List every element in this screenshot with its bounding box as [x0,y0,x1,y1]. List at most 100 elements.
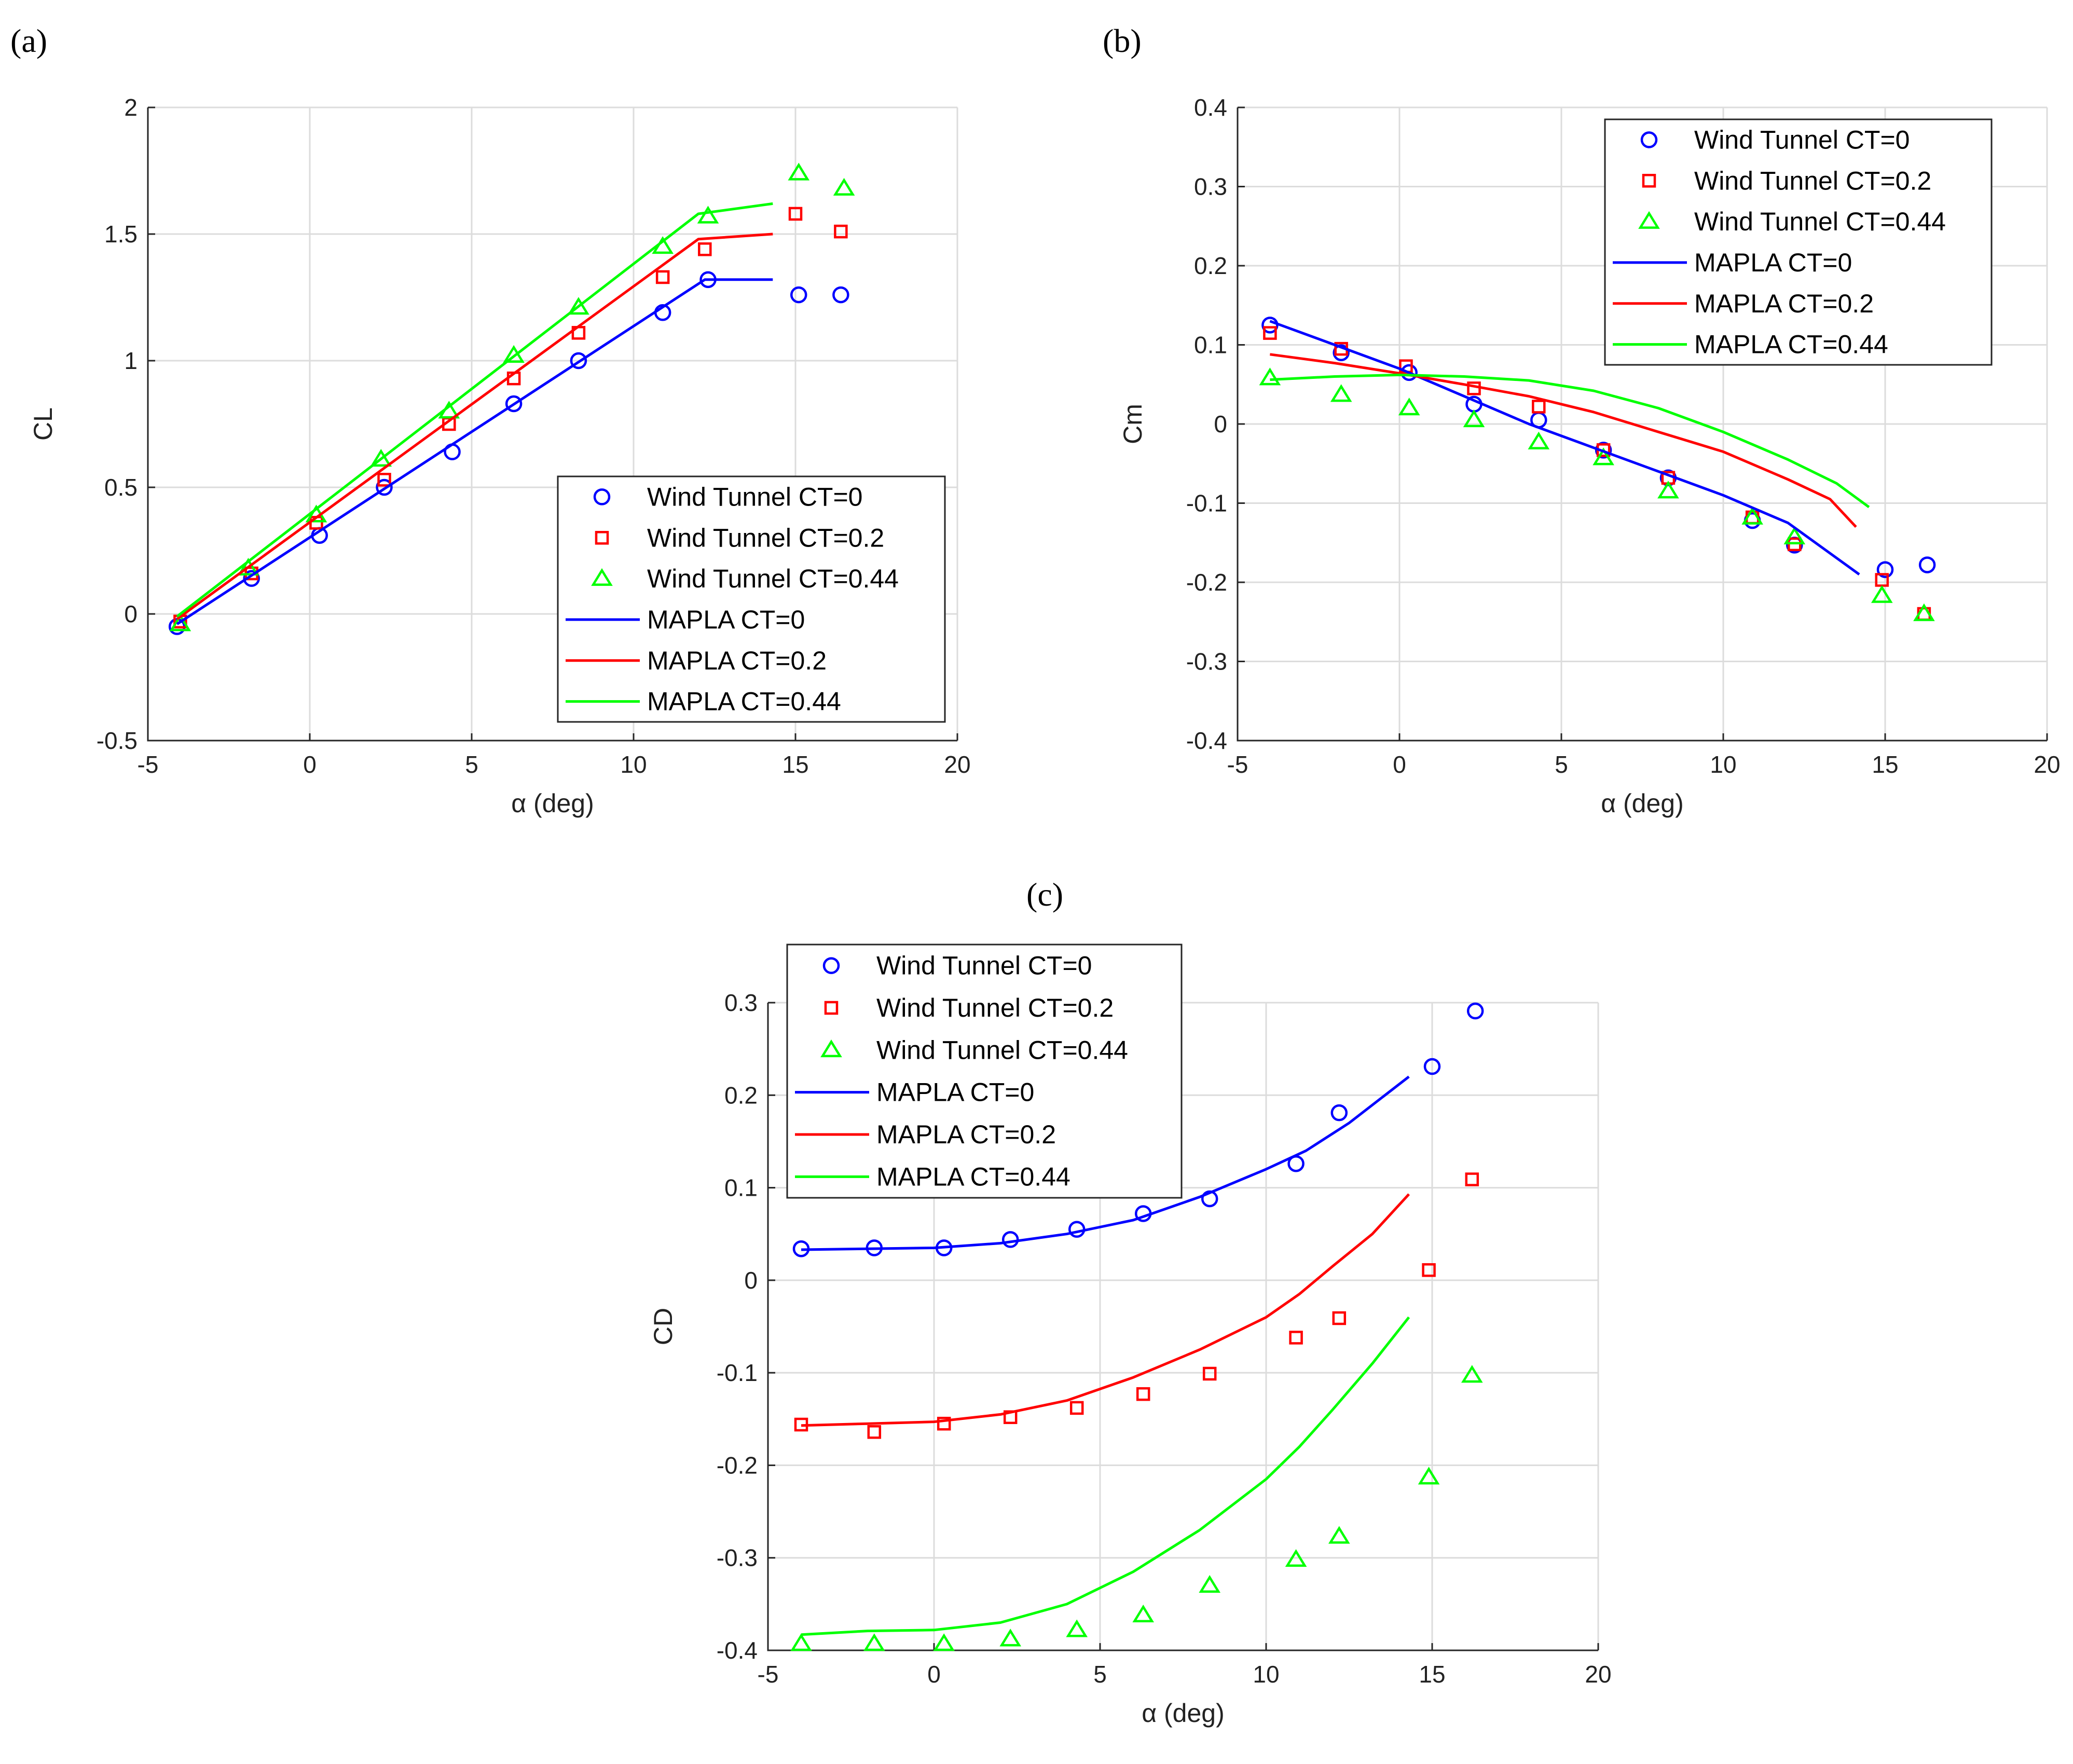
marker-a-1-7 [655,270,670,284]
y-tick-label-b-8: 0.4 [1194,94,1227,121]
marker-c-1-5 [1136,1387,1150,1401]
marker-b-2-9 [1871,585,1893,603]
panel-label-a: (a) [10,22,47,59]
y-axis-label-b: Cm [1118,404,1147,444]
marker-a-1-10 [834,224,848,239]
marker-a-0-3 [376,478,393,496]
legend-label-b-1: Wind Tunnel CT=0.2 [1694,166,1931,195]
marker-a-1-8 [698,242,712,256]
legend-marker-a-2 [591,568,613,586]
marker-a-2-9 [788,162,810,181]
y-tick-label-b-7: 0.3 [1194,173,1227,200]
marker-c-2-10 [1461,1365,1483,1383]
marker-c-1-6 [1202,1366,1217,1381]
y-tick-label-a-3: 1 [124,347,138,374]
marker-a-1-9 [788,207,803,221]
marker-b-0-10 [1918,556,1936,573]
legend-label-a-1: Wind Tunnel CT=0.2 [647,523,884,552]
legend-box-b [1604,118,1993,366]
marker-c-1-7 [1289,1331,1303,1345]
legend-label-c-4: MAPLA CT=0.2 [876,1120,1056,1149]
marker-c-1-4 [1069,1401,1084,1415]
marker-c-1-1 [867,1425,882,1439]
series-c-3 [801,1075,1410,1251]
y-tick-label-c-7: 0.3 [724,989,758,1016]
series-c-2 [790,1365,1483,1651]
chart-panel-b: (b) -5 0 5 10 15 20 -0.4 -0.3 -0.2 -0.1 0 0.1 0.2 0.3 0… [1103,22,2061,818]
legend-label-a-5: MAPLA CT=0.44 [647,687,841,716]
x-tick-label-c-4: 15 [1419,1661,1445,1688]
panel-label-b: (b) [1103,22,1142,59]
marker-c-2-6 [1199,1575,1221,1593]
marker-b-2-0 [1259,367,1281,386]
marker-c-0-8 [1330,1104,1348,1122]
x-tick-label-b-2: 5 [1555,751,1568,778]
y-tick-label-c-6: 0.2 [724,1082,758,1109]
legend-box-c [786,943,1183,1199]
x-tick-label-a-5: 20 [944,751,970,778]
y-tick-label-a-4: 1.5 [104,221,138,248]
x-tick-label-a-0: -5 [138,751,159,778]
x-tick-label-a-2: 5 [465,751,478,778]
legend-label-a-2: Wind Tunnel CT=0.44 [647,564,899,593]
legend-label-c-1: Wind Tunnel CT=0.2 [876,993,1114,1022]
line-a-3 [176,278,773,625]
legend-marker-b-0 [1640,131,1658,148]
y-tick-label-a-0: -0.5 [97,727,138,754]
y-axis-label-c: CD [649,1308,678,1345]
y-tick-label-a-1: 0 [124,600,138,627]
x-tick-label-a-3: 10 [620,751,647,778]
marker-b-2-7 [1741,507,1763,525]
series-a-4 [176,233,773,620]
y-tick-label-b-0: -0.4 [1186,727,1227,754]
line-c-5 [801,1316,1410,1636]
marker-c-2-3 [999,1629,1022,1647]
marker-c-2-1 [863,1633,885,1651]
y-tick-label-c-4: 0 [744,1267,758,1294]
chart-panel-a: (a) -5 0 5 10 15 20 -0.5 0 0.5 1 1.5 2 α (deg) CL Wind … [10,22,971,818]
legend-label-c-3: MAPLA CT=0 [876,1078,1034,1107]
marker-c-1-2 [937,1416,951,1431]
marker-a-2-3 [370,449,392,467]
x-axis-label-c: α (deg) [1142,1699,1225,1728]
marker-a-0-9 [790,286,807,304]
y-tick-label-a-2: 0.5 [104,474,138,501]
marker-a-0-1 [243,570,260,587]
marker-b-2-10 [1913,603,1935,621]
marker-b-1-4 [1532,400,1546,414]
series-c-5 [801,1316,1410,1636]
x-tick-label-c-2: 5 [1093,1661,1107,1688]
x-tick-label-c-3: 10 [1253,1661,1279,1688]
series-b-3 [1269,320,1860,576]
y-tick-label-a-5: 2 [124,94,138,121]
legend-label-c-5: MAPLA CT=0.44 [876,1162,1070,1191]
line-b-5 [1270,373,1870,509]
marker-c-1-8 [1332,1311,1347,1325]
line-c-4 [801,1193,1410,1427]
marker-b-2-2 [1398,398,1420,416]
marker-c-0-9 [1423,1058,1441,1075]
legend-label-c-2: Wind Tunnel CT=0.44 [876,1035,1128,1064]
y-tick-label-c-1: -0.3 [717,1544,758,1571]
marker-c-2-9 [1418,1467,1440,1485]
x-tick-label-c-0: -5 [758,1661,779,1688]
marker-c-2-2 [933,1633,955,1651]
legend-c: Wind Tunnel CT=0 Wind Tunnel CT=0.2 Wind T… [786,943,1183,1199]
marker-c-1-9 [1422,1263,1436,1277]
y-tick-label-c-5: 0.1 [724,1174,758,1201]
marker-c-1-10 [1465,1172,1479,1186]
chart-panel-c: (c) -5 0 5 10 15 20 -0.4 -0.3 -0.2 -0.1 0 0.1 0.2 0.3 α… [649,876,1612,1728]
series-b-2 [1259,367,1935,621]
y-tick-label-c-3: -0.1 [717,1359,758,1386]
y-tick-label-c-2: -0.2 [717,1452,758,1479]
legend-marker-c-2 [820,1040,842,1058]
y-tick-label-b-2: -0.2 [1186,569,1227,596]
marker-b-1-0 [1263,326,1277,340]
marker-c-2-0 [790,1633,812,1651]
series-b-4 [1270,353,1857,528]
marker-c-2-5 [1132,1604,1155,1623]
x-tick-label-a-1: 0 [303,751,317,778]
legend-label-a-3: MAPLA CT=0 [647,605,805,634]
marker-a-2-10 [833,177,855,196]
